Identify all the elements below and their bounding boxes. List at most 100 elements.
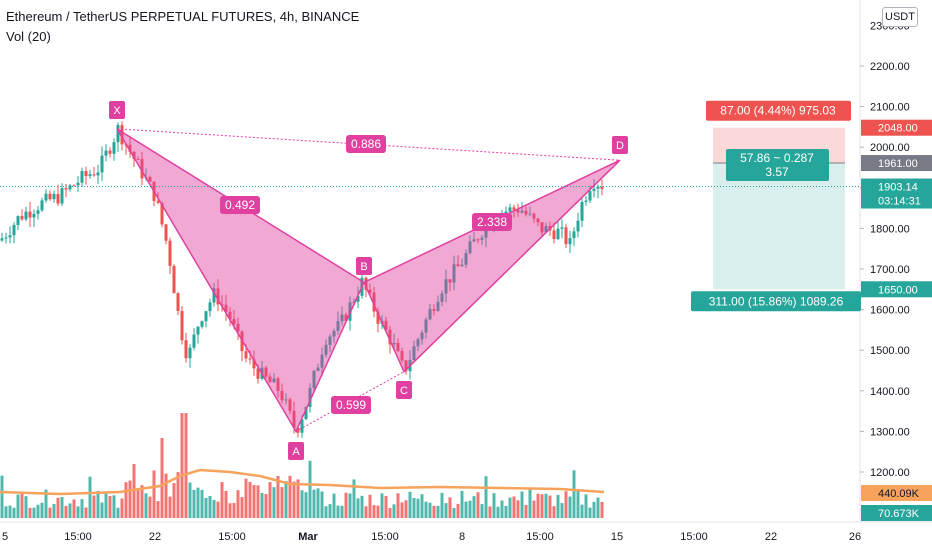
volume-bar (324, 506, 328, 518)
candle-body (252, 359, 256, 369)
volume-bar (428, 502, 432, 518)
volume-bar (284, 481, 288, 518)
candle-body (32, 213, 36, 218)
candle-body (528, 213, 532, 215)
volume-bar (580, 504, 584, 518)
volume-bar (120, 498, 124, 518)
volume-bar (224, 490, 228, 518)
candle-body (544, 225, 548, 233)
volume-bar (472, 496, 476, 518)
volume-bar (116, 507, 120, 518)
candle-body (484, 225, 488, 238)
candle-body (288, 399, 292, 411)
volume-bar (172, 483, 176, 518)
candle-body (204, 311, 208, 322)
candle-body (272, 378, 276, 383)
candle-body (364, 277, 368, 290)
volume-bar (88, 476, 92, 518)
volume-bar (596, 497, 600, 518)
candle-body (156, 200, 160, 203)
target-tag-label: 1650.00 (878, 284, 918, 296)
volume-bar (416, 498, 420, 518)
candle-body (292, 410, 296, 428)
candle-body (420, 332, 424, 340)
volume-bar (376, 505, 380, 518)
volume-bar (92, 495, 96, 518)
candle-body (564, 227, 568, 245)
candle-body (504, 211, 508, 214)
candle-body (12, 224, 16, 236)
candle-body (128, 144, 132, 152)
time-tick-label: 22 (765, 531, 777, 543)
volume-bar (176, 472, 180, 518)
candle-body (312, 370, 316, 388)
xabcd-pattern[interactable]: X A B C D 0.492 0.599 2.338 0.886 (109, 101, 628, 460)
volume-bar (128, 480, 132, 518)
volume-bar (356, 498, 360, 518)
candle-body (532, 213, 536, 219)
time-tick-label: 15:00 (218, 531, 246, 543)
volume-bar (500, 500, 504, 518)
volume-bar (364, 506, 368, 518)
volume-bar (100, 502, 104, 518)
volume-bar (508, 497, 512, 518)
candle-body (4, 237, 8, 239)
candle-body (184, 340, 188, 359)
candle-body (76, 182, 80, 186)
candlestick-series (0, 121, 604, 438)
candle-body (464, 253, 468, 265)
time-tick-label: 5 (2, 531, 8, 543)
candle-body (520, 210, 524, 213)
current-price-tag-label: 1903.14 (878, 182, 918, 194)
candle-body (376, 311, 380, 324)
volume-bar (72, 499, 76, 518)
candle-body (168, 240, 172, 266)
candle-body (80, 171, 84, 183)
candle-body (116, 125, 120, 143)
candle-body (16, 216, 20, 225)
volume-bar (80, 499, 84, 518)
volume-bar (32, 507, 36, 518)
candle-body (148, 177, 152, 182)
candle-body (448, 279, 452, 283)
candle-body (524, 210, 528, 215)
symbol-title[interactable]: Ethereum / TetherUS PERPETUAL FUTURES, 4… (6, 9, 360, 24)
candle-body (132, 151, 136, 159)
candle-body (44, 193, 48, 201)
entry-tag (861, 155, 932, 172)
candle-body (512, 207, 516, 210)
pattern-point-label: C (400, 385, 408, 397)
volume-bar (496, 506, 500, 518)
price-tick-label: 1600.00 (870, 305, 910, 317)
candle-body (28, 211, 32, 218)
volume-bar (252, 485, 256, 518)
volume-bar (148, 496, 152, 518)
candle-body (224, 304, 228, 312)
volume-bar (228, 503, 232, 518)
candle-body (140, 159, 144, 179)
candle-body (196, 326, 200, 335)
candle-body (208, 302, 212, 312)
long-position-tool[interactable] (713, 127, 845, 290)
volume-bar (408, 491, 412, 518)
candle-body (304, 407, 308, 420)
volume-bar (292, 481, 296, 518)
candle-body (216, 288, 220, 305)
volume-bar (304, 492, 308, 518)
currency-button[interactable]: USDT (882, 7, 918, 27)
volume-indicator-label[interactable]: Vol (20) (6, 29, 51, 44)
time-tick-label: 26 (849, 531, 861, 543)
volume-bar (60, 497, 64, 518)
pattern-point-c (396, 381, 412, 399)
candle-body (112, 142, 116, 154)
volume-bar (396, 493, 400, 518)
ratio-label-line1: 57.86 ~ 0.287 (740, 151, 814, 165)
volume-current-tag-label: 70.673K (878, 508, 920, 520)
reward-label: 311.00 (15.86%) 1089.26 (709, 294, 844, 308)
candle-body (404, 360, 408, 372)
volume-bar (528, 489, 532, 518)
current-price-tag (861, 178, 932, 209)
price-tick-label: 2200.00 (870, 61, 910, 73)
volume-bar (328, 504, 332, 518)
